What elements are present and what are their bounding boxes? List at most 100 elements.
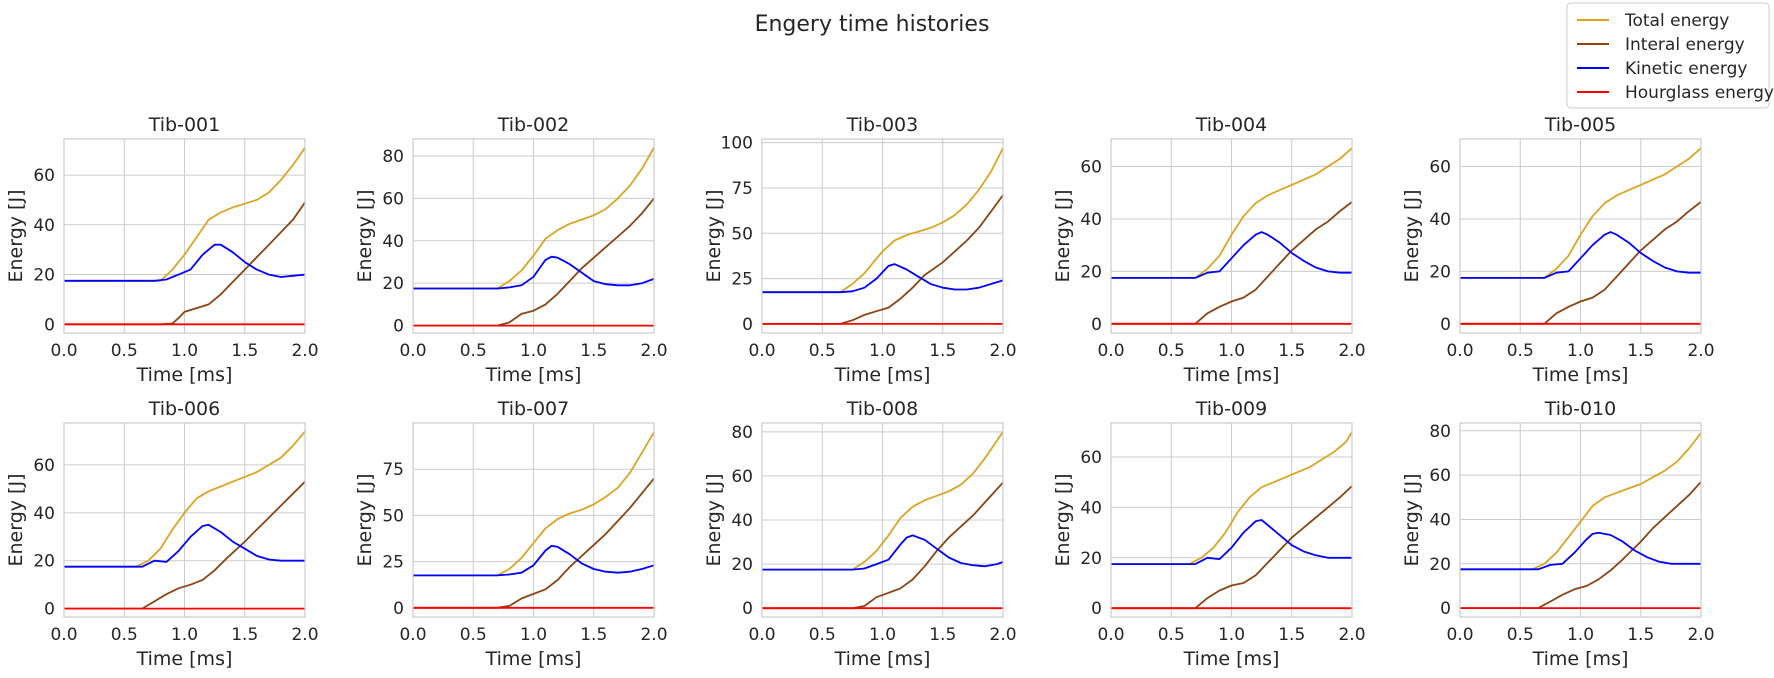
x-tick-label: 1.0 (171, 625, 198, 645)
y-tick-label: 25 (731, 270, 753, 290)
y-tick-label: 80 (731, 423, 753, 443)
subplot-title: Tib-005 (1544, 114, 1616, 136)
x-tick-label: 1.5 (580, 625, 607, 645)
x-tick-label: 0.0 (1097, 341, 1124, 361)
y-tick-label: 20 (33, 552, 55, 572)
x-tick-label: 1.5 (231, 341, 258, 361)
series-line-total-energy (64, 147, 306, 282)
plot-frame (412, 138, 655, 334)
x-tick-label: 1.5 (1278, 625, 1305, 645)
series-line-kinetic-energy (762, 263, 1004, 294)
x-tick-label: 0.5 (1507, 341, 1534, 361)
x-axis-label: Time [ms] (136, 364, 233, 386)
series-line-kinetic-energy (64, 243, 306, 282)
x-tick-label: 2.0 (640, 625, 667, 645)
y-tick-label: 0 (1440, 315, 1451, 335)
x-axis-label: Time [ms] (834, 364, 931, 386)
y-tick-label: 0 (393, 599, 404, 619)
subplot-tib-008: 0.0 0.5 1.0 1.5 2.0 0 20 40 60 80 Tib-008 Time [ms]… (703, 398, 1017, 670)
y-tick-label: 75 (382, 460, 404, 480)
y-axis-label: Energy [J] (1401, 190, 1423, 283)
x-tick-label: 0.0 (1446, 625, 1473, 645)
subplot-title: Tib-003 (846, 114, 918, 136)
y-axis-label: Energy [J] (703, 190, 725, 283)
y-tick-label: 0 (1091, 315, 1102, 335)
x-tick-label: 1.0 (171, 341, 198, 361)
x-tick-label: 1.5 (929, 341, 956, 361)
series-line-interal-energy (64, 481, 306, 610)
series-line-total-energy (762, 147, 1004, 294)
plot-frame (1459, 422, 1702, 618)
y-tick-label: 60 (33, 166, 55, 186)
y-tick-label: 0 (393, 317, 404, 337)
series-line-interal-energy (413, 477, 655, 609)
series-line-total-energy (762, 431, 1004, 571)
subplot-tib-007: 0.0 0.5 1.0 1.5 2.0 0 25 50 75 Tib-007 Time [ms] En… (354, 398, 668, 670)
y-tick-label: 80 (1429, 422, 1451, 442)
x-tick-label: 1.0 (1567, 341, 1594, 361)
plot-frame (412, 422, 655, 618)
x-tick-label: 0.0 (50, 341, 77, 361)
subplot-tib-005: 0.0 0.5 1.0 1.5 2.0 0 20 40 60 Tib-005 Time [ms] En… (1401, 114, 1715, 386)
x-tick-label: 2.0 (640, 341, 667, 361)
y-tick-label: 80 (382, 147, 404, 167)
x-tick-label: 0.0 (399, 625, 426, 645)
y-axis-label: Energy [J] (354, 190, 376, 283)
x-tick-label: 0.0 (399, 341, 426, 361)
y-tick-label: 40 (731, 511, 753, 531)
x-tick-label: 0.5 (1507, 625, 1534, 645)
plot-frame (1110, 422, 1353, 618)
plot-frame (1459, 138, 1702, 334)
series-line-kinetic-energy (413, 545, 655, 577)
x-tick-label: 0.5 (1158, 625, 1185, 645)
x-tick-label: 0.0 (50, 625, 77, 645)
subplot-title: Tib-010 (1544, 398, 1616, 420)
x-tick-label: 0.5 (111, 341, 138, 361)
y-tick-label: 20 (1080, 549, 1102, 569)
series-line-total-energy (1460, 432, 1702, 571)
legend-label-total: Total energy (1624, 11, 1729, 31)
y-tick-label: 60 (1080, 448, 1102, 468)
x-tick-label: 1.0 (869, 341, 896, 361)
figure-title: Engery time histories (755, 12, 990, 37)
subplot-tib-010: 0.0 0.5 1.0 1.5 2.0 0 20 40 60 80 Tib-010 Time [ms]… (1401, 398, 1715, 670)
x-axis-label: Time [ms] (1183, 364, 1280, 386)
y-axis-label: Energy [J] (5, 474, 27, 567)
series-line-interal-energy (1460, 201, 1702, 325)
y-tick-label: 20 (1080, 262, 1102, 282)
series-line-interal-energy (1111, 201, 1353, 325)
x-tick-label: 1.5 (580, 341, 607, 361)
subplot-title: Tib-004 (1195, 114, 1267, 136)
y-tick-label: 60 (1080, 158, 1102, 178)
y-tick-label: 75 (731, 179, 753, 199)
subplot-title: Tib-001 (148, 114, 220, 136)
y-tick-label: 40 (33, 504, 55, 524)
x-tick-label: 2.0 (989, 625, 1016, 645)
x-axis-label: Time [ms] (834, 648, 931, 670)
subplot-title: Tib-006 (148, 398, 220, 420)
subplot-tib-004: 0.0 0.5 1.0 1.5 2.0 0 20 40 60 Tib-004 Time [ms] En… (1052, 114, 1366, 386)
subplot-tib-009: 0.0 0.5 1.0 1.5 2.0 0 20 40 60 Tib-009 Time [ms] En… (1052, 398, 1366, 670)
x-tick-label: 2.0 (1338, 341, 1365, 361)
x-tick-label: 1.0 (520, 625, 547, 645)
y-tick-label: 40 (33, 216, 55, 236)
x-tick-label: 0.5 (1158, 341, 1185, 361)
y-tick-label: 50 (731, 224, 753, 244)
y-tick-label: 60 (382, 189, 404, 209)
y-tick-label: 60 (1429, 466, 1451, 486)
x-tick-label: 1.5 (929, 625, 956, 645)
y-axis-label: Energy [J] (1052, 190, 1074, 283)
x-axis-label: Time [ms] (136, 648, 233, 670)
y-tick-label: 20 (1429, 555, 1451, 575)
y-tick-label: 40 (1429, 210, 1451, 230)
series-line-interal-energy (64, 201, 306, 326)
y-tick-label: 25 (382, 553, 404, 573)
series-line-total-energy (1111, 147, 1353, 279)
x-tick-label: 0.5 (809, 341, 836, 361)
subplot-title: Tib-007 (497, 398, 569, 420)
x-axis-label: Time [ms] (485, 648, 582, 670)
x-tick-label: 1.0 (1218, 341, 1245, 361)
y-tick-label: 100 (721, 134, 753, 154)
legend-frame (1566, 2, 1770, 109)
